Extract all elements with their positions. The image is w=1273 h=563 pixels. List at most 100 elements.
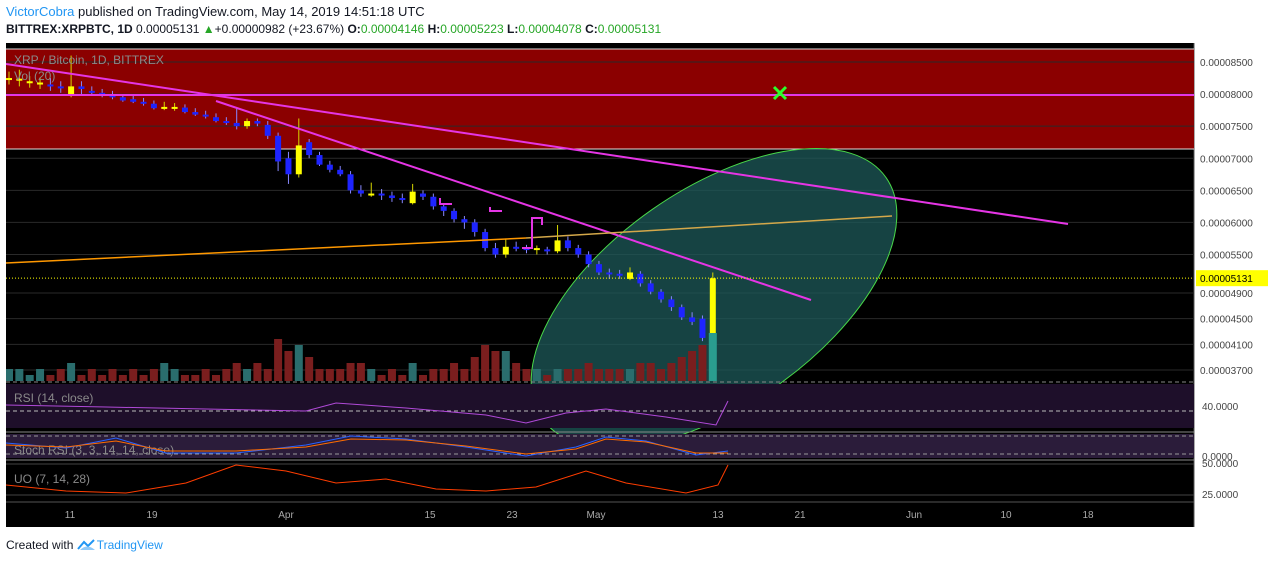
volume-bar <box>677 357 686 381</box>
volume-bar <box>25 375 34 381</box>
candle-body <box>316 155 323 165</box>
candle-body <box>244 121 251 127</box>
volume-bar <box>594 369 603 381</box>
candle-body <box>181 107 188 113</box>
volume-bar <box>356 363 365 381</box>
volume-bar <box>584 363 593 381</box>
price-tick-label: 0.00007000 <box>1200 154 1253 165</box>
volume-bar <box>180 375 189 381</box>
x-tick-label: 10 <box>1000 510 1012 521</box>
x-tick-label: 13 <box>712 510 724 521</box>
volume-bar <box>439 369 448 381</box>
bracket-marker <box>522 217 543 249</box>
volume-bar <box>419 375 427 381</box>
candle-body <box>223 121 230 124</box>
close-value: 0.00005131 <box>597 22 662 36</box>
candle-body <box>109 95 116 98</box>
rising-support-extension <box>525 215 893 239</box>
candle-body <box>564 240 571 249</box>
volume-bar <box>6 369 13 381</box>
price-tick-label: 0.00004100 <box>1200 340 1253 351</box>
candle-body <box>161 106 168 109</box>
last-price: 0.00005131 <box>136 22 200 36</box>
publish-line: VictorCobra published on TradingView.com… <box>6 4 425 19</box>
candle-body <box>78 86 85 89</box>
published-text: published on TradingView.com, May 14, 20… <box>78 4 425 19</box>
x-tick-label: Apr <box>278 510 294 521</box>
volume-bar <box>129 369 138 381</box>
volume-bar <box>667 363 676 381</box>
candle-body <box>202 114 209 117</box>
candle-body <box>451 210 458 220</box>
candle-body <box>140 101 147 104</box>
candle-body <box>627 272 633 279</box>
candle-body <box>16 78 23 81</box>
open-label: O: <box>347 22 361 36</box>
low-label: L: <box>506 22 519 36</box>
candle-body <box>306 142 313 156</box>
low-value: 0.00004078 <box>518 22 582 36</box>
volume-bar <box>284 351 293 381</box>
candle-body <box>492 248 499 255</box>
candle-body <box>575 248 582 255</box>
volume-bar <box>708 333 717 381</box>
volume-bar <box>170 369 179 381</box>
up-arrow-icon: ▲ <box>202 22 215 36</box>
volume-bar <box>191 375 200 381</box>
volume-bar <box>253 363 262 381</box>
price-tick-label: 0.00004500 <box>1200 315 1253 326</box>
candle-body <box>616 273 623 276</box>
candle-body <box>554 240 561 252</box>
author-link[interactable]: VictorCobra <box>6 4 75 19</box>
candle-body <box>678 307 685 318</box>
volume-bar <box>646 363 655 381</box>
price-tick-label: 0.00008000 <box>1200 90 1253 101</box>
candle-body <box>264 124 271 136</box>
rsi-label: RSI (14, close) <box>14 391 93 405</box>
candle-body <box>461 219 468 223</box>
volume-bar <box>408 363 417 381</box>
candle-body <box>378 193 385 196</box>
volume-bar <box>36 369 45 381</box>
volume-bar <box>87 369 96 381</box>
open-value: 0.00004146 <box>360 22 425 36</box>
volume-bar <box>450 363 459 381</box>
candle-body <box>471 222 478 233</box>
symbol-label: BITTREX:XRPBTC, 1D <box>6 22 133 36</box>
volume-bar <box>56 369 65 381</box>
price-chart[interactable]: 0.00008500 0.00008000 0.00007500 0.00007000… <box>6 43 1268 527</box>
candle-body <box>47 84 54 87</box>
price-tick-label: 0.00006500 <box>1200 186 1253 197</box>
candle-body <box>347 174 354 191</box>
uo-label: UO (7, 14, 28) <box>14 472 90 486</box>
price-change: +0.00000982 (+23.67%) <box>214 22 345 36</box>
candle-body <box>668 299 675 308</box>
volume-bar <box>325 369 334 381</box>
candle-body <box>606 272 613 275</box>
candle-body <box>689 317 696 322</box>
candle-body <box>502 246 509 255</box>
volume-bar <box>294 345 303 381</box>
volume-bar <box>377 375 386 381</box>
x-tick-label: 21 <box>794 510 806 521</box>
tradingview-logo-icon <box>76 539 95 550</box>
tradingview-link[interactable]: TradingView <box>96 538 163 552</box>
candle-body <box>595 264 602 273</box>
target-x-icon <box>772 85 788 101</box>
volume-bar <box>563 369 572 381</box>
created-with-text: Created with <box>6 538 74 552</box>
volume-bar <box>615 369 624 381</box>
candle-body <box>88 90 95 93</box>
candle-body <box>709 278 716 342</box>
volume-bar <box>429 369 438 381</box>
price-tick-label: 0.00004900 <box>1200 289 1253 300</box>
footer: Created with TradingView <box>6 538 163 552</box>
volume-bar <box>243 369 252 381</box>
candle-body <box>37 82 44 85</box>
candle-body <box>326 164 333 170</box>
close-label: C: <box>585 22 598 36</box>
x-tick-label: 19 <box>146 510 158 521</box>
volume-bar <box>532 369 541 381</box>
volume-bar <box>698 345 707 381</box>
candle-body <box>420 193 426 197</box>
